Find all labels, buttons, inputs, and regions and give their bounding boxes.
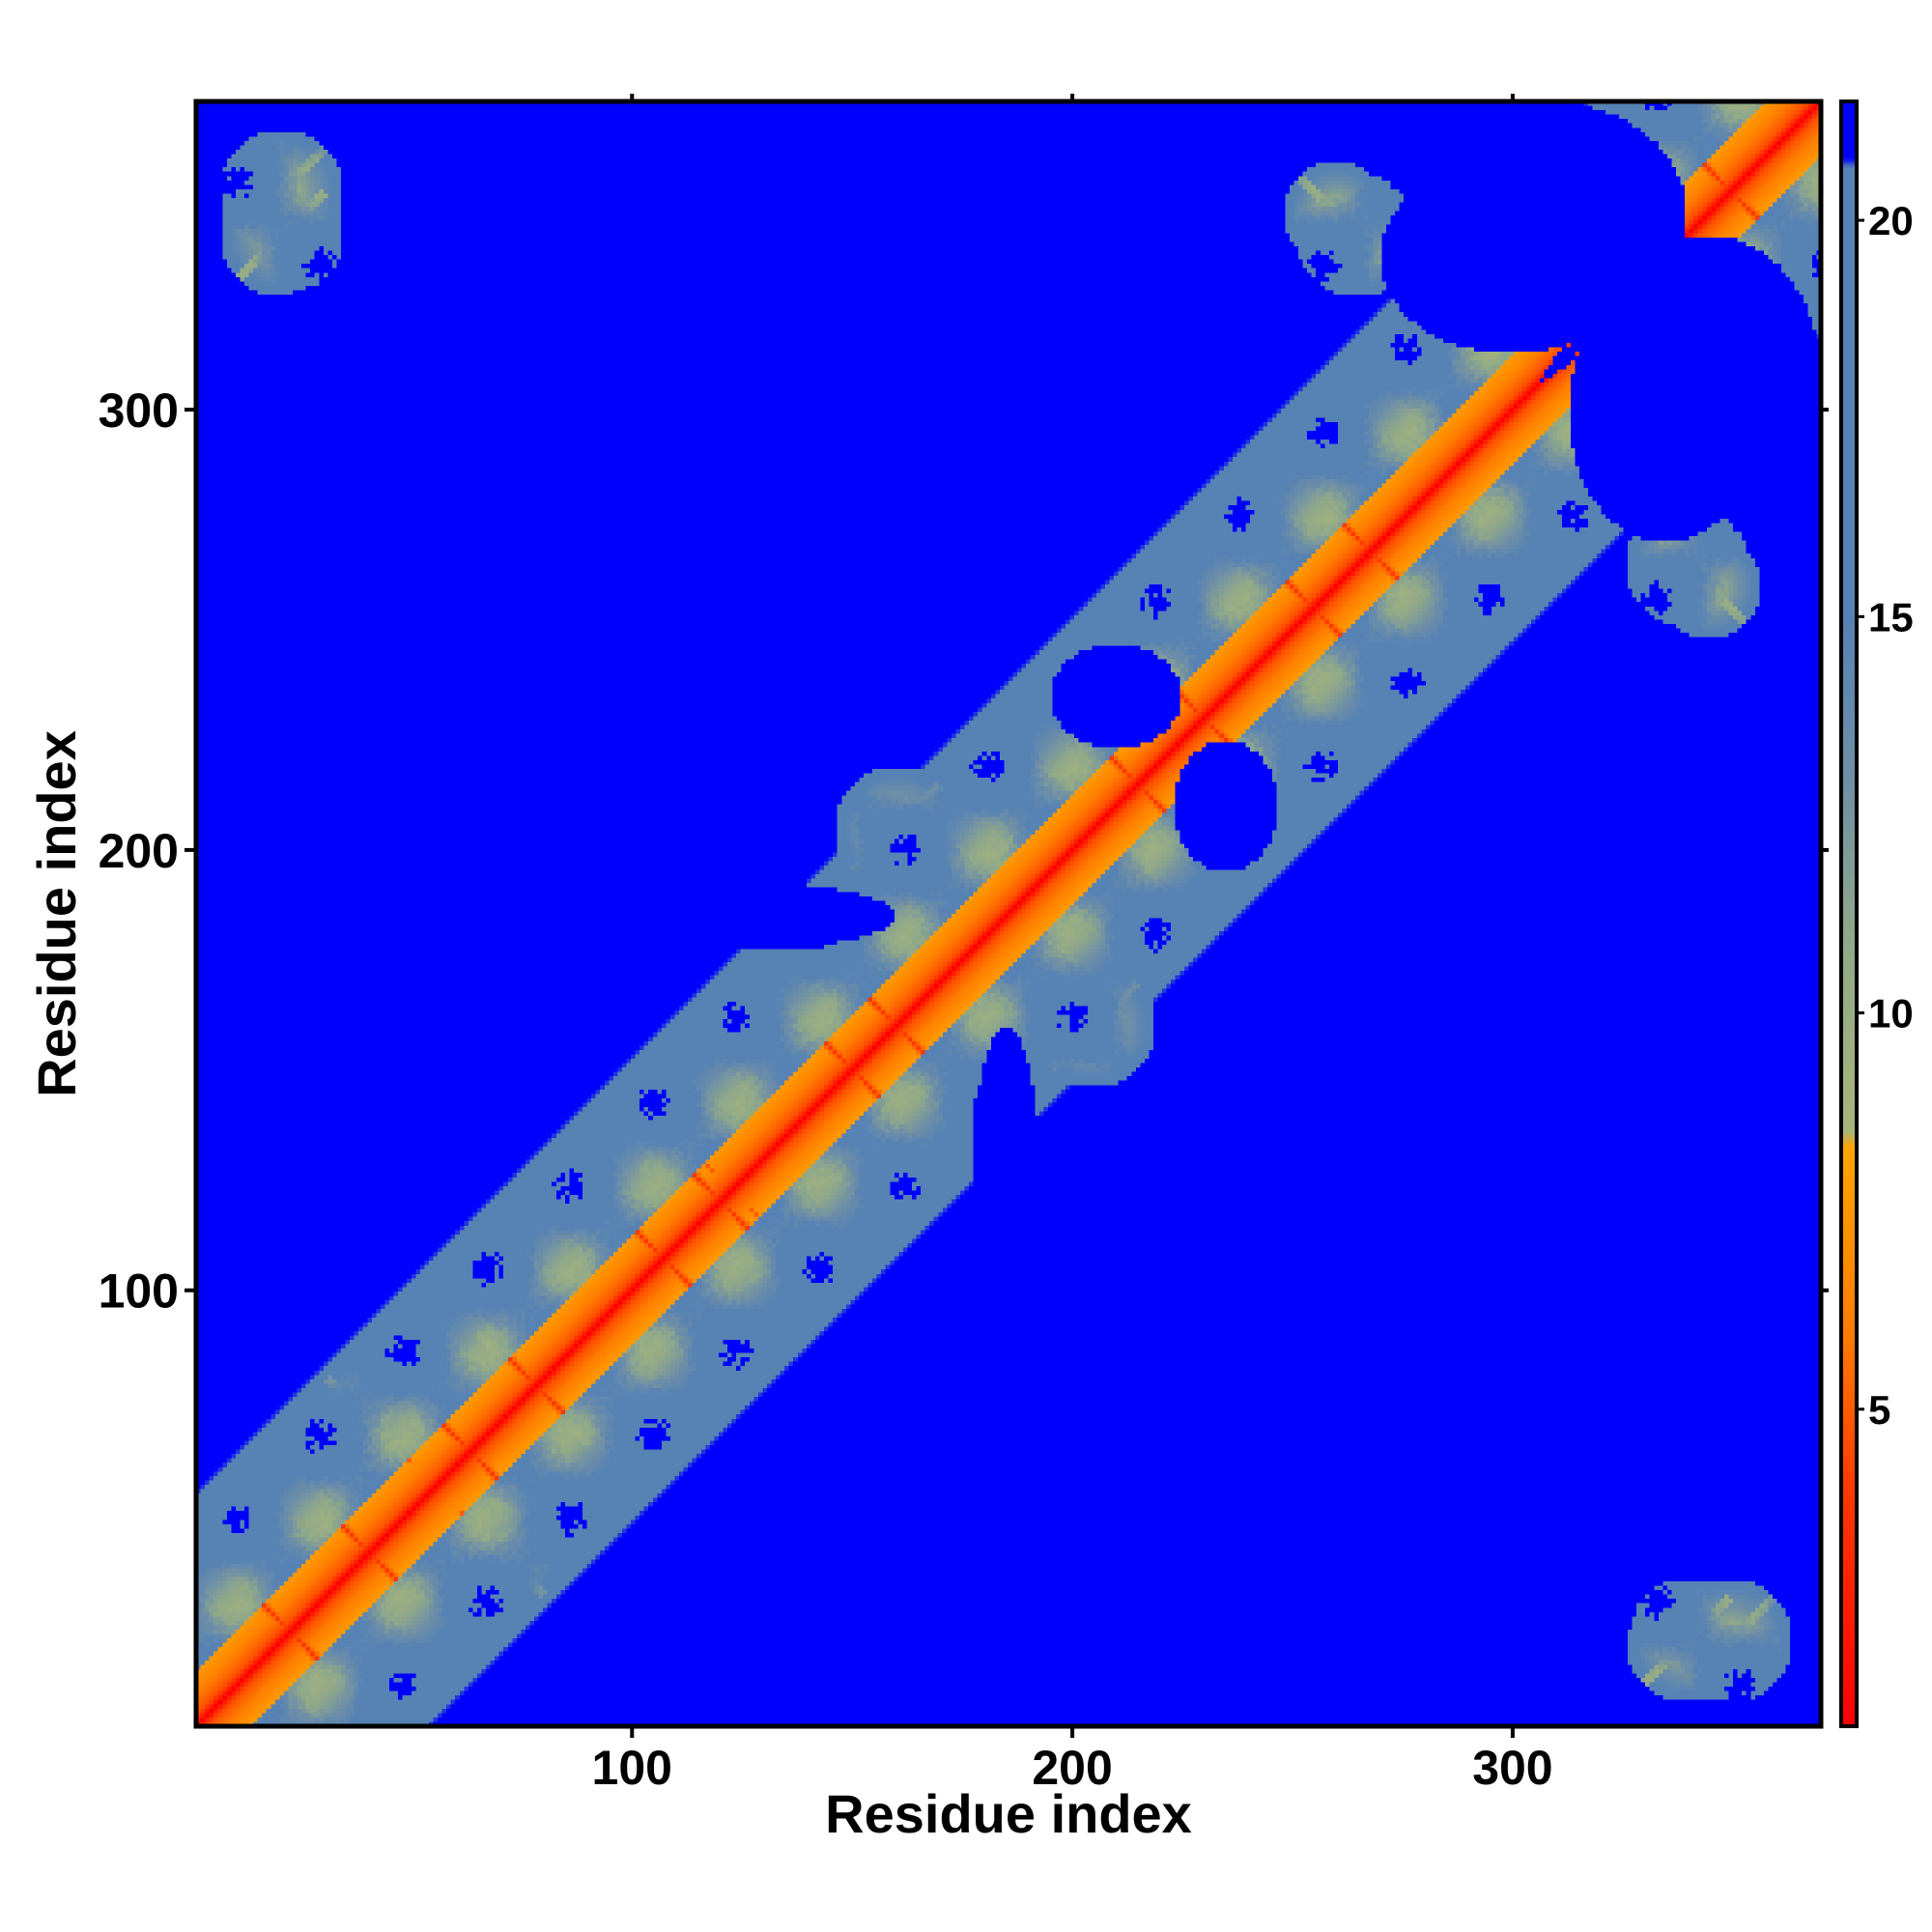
x-axis-title: Residue index (825, 1783, 1192, 1844)
colorbar-frame (1839, 99, 1859, 1728)
colorbar-gradient (1841, 101, 1857, 1726)
x-tick-label: 300 (1472, 1741, 1552, 1795)
colorbar-tick-label: 20 (1868, 198, 1914, 243)
y-tick-label: 300 (99, 384, 179, 438)
y-tick-label: 200 (99, 824, 179, 878)
colorbar-ticks: 5 10 15 20 (1857, 198, 1914, 1433)
heatmap-area (193, 99, 1824, 1729)
colorbar-tick-label: 10 (1868, 991, 1914, 1037)
x-tick-label: 200 (1032, 1741, 1112, 1795)
colorbar-tick-label: 15 (1868, 594, 1914, 639)
x-tick-label: 100 (592, 1741, 672, 1795)
y-tick-label: 100 (99, 1264, 179, 1319)
plot-frame (193, 99, 1824, 1729)
x-axis: 100 200 300 (592, 94, 1553, 1795)
colorbar-tick-label: 5 (1868, 1387, 1890, 1433)
contact-map-image (196, 101, 1821, 1726)
y-axis-title: Residue index (26, 730, 87, 1097)
colorbar: 5 10 15 20 (1839, 99, 1914, 1728)
y-axis: 100 200 300 (99, 384, 1829, 1319)
